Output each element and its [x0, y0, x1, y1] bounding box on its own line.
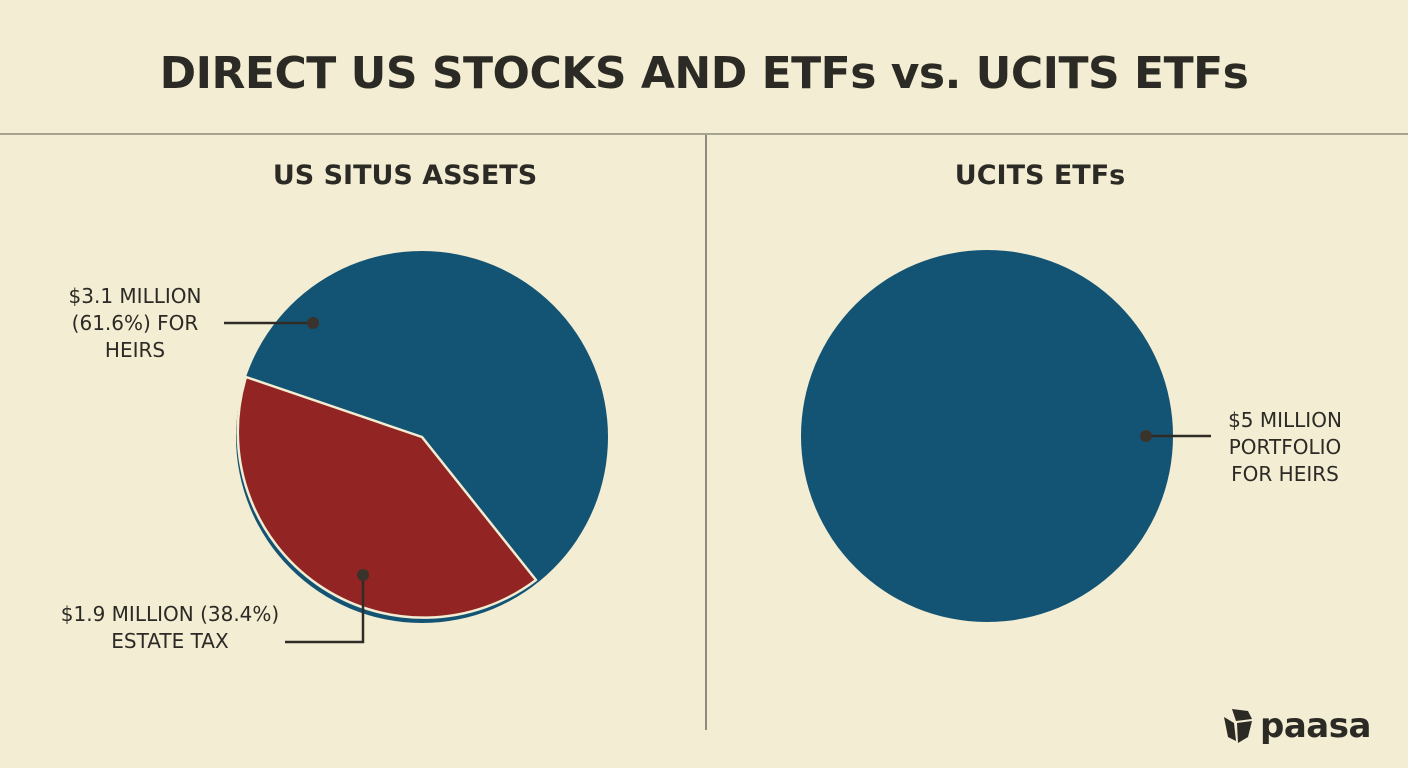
estate-tax-label: $1.9 MILLION (38.4%) ESTATE TAX [60, 602, 280, 653]
right-panel-title: UCITS ETFs [954, 160, 1126, 191]
tax-leader-line [285, 575, 365, 644]
cube-logo-icon [1224, 709, 1252, 743]
brand-logo: paasa [1222, 707, 1371, 745]
heirs-leader-dot [307, 317, 319, 329]
portfolio-leader-dot [1140, 430, 1152, 442]
pie-slice-estate-tax [236, 375, 538, 619]
pie-slice-portfolio [801, 250, 1173, 622]
panel-divider [705, 135, 707, 730]
brand-name: paasa [1260, 706, 1371, 746]
tax-leader-dot [357, 569, 369, 581]
header-divider [0, 133, 1408, 135]
heirs-label: $3.1 MILLION (61.6%) FOR HEIRS [68, 284, 202, 362]
ucits-portfolio-label: $5 MILLION PORTFOLIO FOR HEIRS [1228, 408, 1342, 486]
left-panel-title: US SITUS ASSETS [272, 160, 538, 191]
page-title: DIRECT US STOCKS AND ETFs vs. UCITS ETFs [159, 48, 1249, 99]
